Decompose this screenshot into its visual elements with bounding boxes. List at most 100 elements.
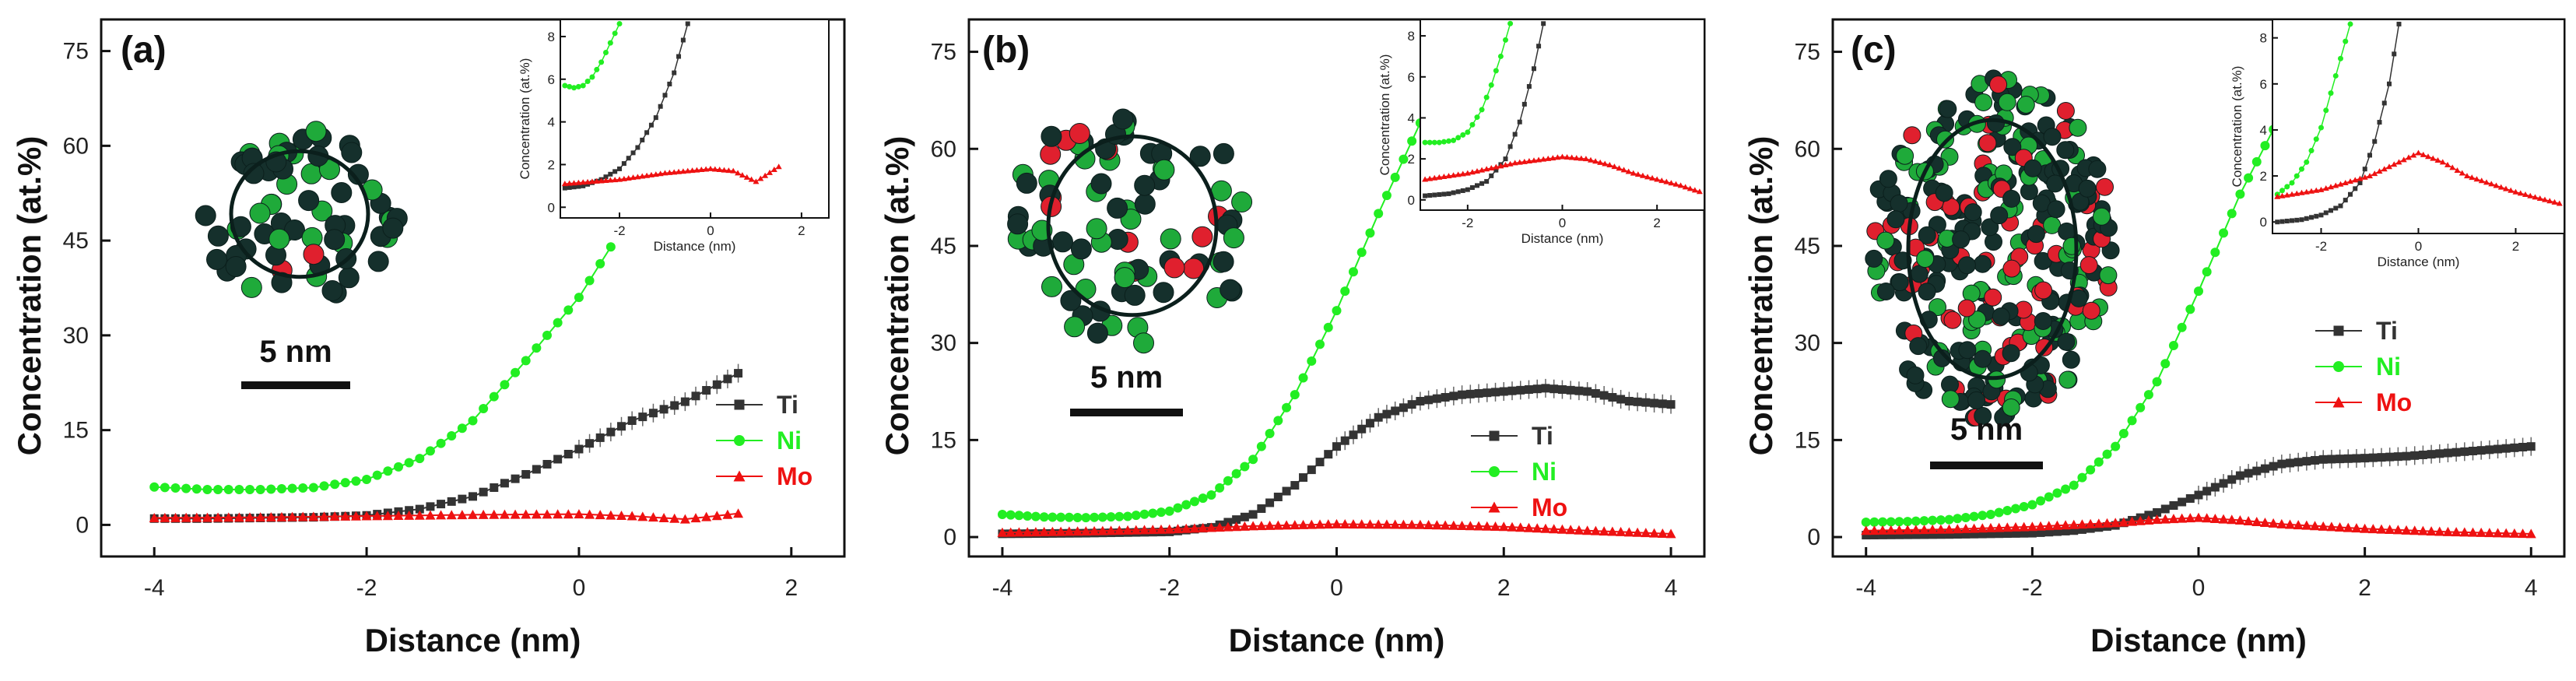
inset-data-point: [703, 166, 710, 172]
data-point: [2368, 453, 2378, 462]
data-point: [2118, 517, 2129, 527]
data-point: [734, 369, 743, 378]
data-point: [2392, 525, 2403, 535]
data-point: [2494, 444, 2503, 454]
x-tick-label: 0: [2192, 575, 2206, 601]
data-point: [1473, 521, 1484, 531]
inset-data-point: [2303, 188, 2310, 195]
data-point: [2493, 528, 2504, 538]
data-point: [1214, 522, 1225, 532]
data-point: [1298, 373, 1308, 383]
inset-y-tick-label: 2: [1408, 152, 1415, 167]
series-ti: [1862, 437, 2536, 540]
data-point: [1986, 529, 1995, 539]
data-point: [2210, 483, 2220, 492]
data-point: [1524, 385, 1533, 395]
inset-data-point: [2304, 216, 2309, 221]
data-point: [1365, 228, 1375, 238]
atom: [2079, 256, 2098, 275]
atom: [1153, 282, 1174, 304]
y-tick-label: 60: [1795, 136, 1820, 162]
data-point: [574, 293, 584, 303]
data-point: [563, 509, 574, 519]
data-point: [447, 430, 457, 441]
data-point: [1265, 520, 1276, 530]
data-point: [244, 512, 255, 522]
atom: [1060, 290, 1082, 311]
inset-data-point: [602, 177, 609, 184]
inset-data-point: [1493, 68, 1499, 74]
atom: [1973, 254, 1992, 273]
inset-data-point: [1507, 160, 1514, 167]
data-point: [1299, 473, 1308, 483]
inset-data-point: [2381, 100, 2387, 106]
inset-data-point: [1502, 162, 1509, 168]
data-point: [1248, 521, 1258, 531]
atom: [1213, 142, 1234, 164]
data-point: [1970, 529, 1979, 539]
inset-data-point: [1597, 159, 1604, 165]
inset-x-tick-label: 0: [1559, 216, 1566, 230]
inset-data-point: [1588, 156, 1594, 163]
data-point: [1869, 517, 1879, 527]
atom: [1107, 197, 1128, 219]
inset-data-point: [2343, 198, 2348, 203]
series-line: [154, 372, 739, 520]
inset-data-point: [562, 82, 568, 89]
inset-data-point: [1686, 185, 1693, 191]
atom: [1879, 170, 1897, 188]
data-point: [2152, 377, 2162, 387]
data-point: [1122, 525, 1133, 535]
data-point: [1549, 384, 1559, 394]
data-point: [1039, 512, 1049, 522]
y-tick-label: 75: [63, 39, 89, 65]
data-point: [2093, 457, 2104, 467]
data-point: [436, 438, 446, 448]
data-point: [1590, 525, 1601, 535]
data-point: [1869, 525, 1879, 535]
data-point: [1574, 386, 1584, 395]
data-point: [1507, 386, 1517, 395]
data-point: [1582, 525, 1593, 535]
inset-data-point: [566, 180, 573, 186]
inset-data-point: [1422, 139, 1428, 146]
inset-data-point: [2290, 218, 2294, 223]
data-point: [595, 258, 605, 269]
data-point: [2036, 496, 2046, 506]
data-point: [1348, 267, 1358, 277]
data-point: [2326, 521, 2337, 532]
data-point: [1265, 429, 1275, 439]
inset-x-tick-label: 0: [707, 223, 714, 238]
data-point: [1532, 523, 1542, 533]
data-point: [1911, 516, 1921, 526]
data-point: [2085, 518, 2096, 528]
data-point: [1407, 400, 1416, 409]
atom: [1007, 213, 1029, 235]
data-point: [1323, 519, 1334, 529]
data-point: [711, 511, 722, 521]
series-ni: [149, 242, 616, 494]
data-point: [212, 512, 223, 522]
inset-data-point: [2542, 196, 2548, 202]
data-point: [2136, 402, 2146, 412]
atom: [1890, 273, 1909, 292]
panel-label: (c): [1851, 30, 1897, 71]
inset-data-point: [608, 171, 613, 177]
data-point: [702, 386, 711, 395]
data-point: [1399, 154, 1409, 164]
inset-data-point: [1582, 156, 1589, 162]
data-point: [584, 509, 595, 519]
atom: [1896, 146, 1914, 165]
data-point: [1886, 517, 1896, 527]
inset-y-tick-label: 0: [2260, 215, 2267, 230]
inset-data-point: [1469, 121, 1476, 128]
inset-data-point: [598, 59, 605, 65]
data-point: [2044, 521, 2055, 531]
data-point: [350, 511, 361, 521]
data-point: [553, 455, 563, 464]
data-point: [447, 497, 456, 506]
data-point: [2177, 513, 2188, 523]
inset-data-point: [575, 83, 581, 90]
inset-series-mo: [561, 163, 782, 187]
